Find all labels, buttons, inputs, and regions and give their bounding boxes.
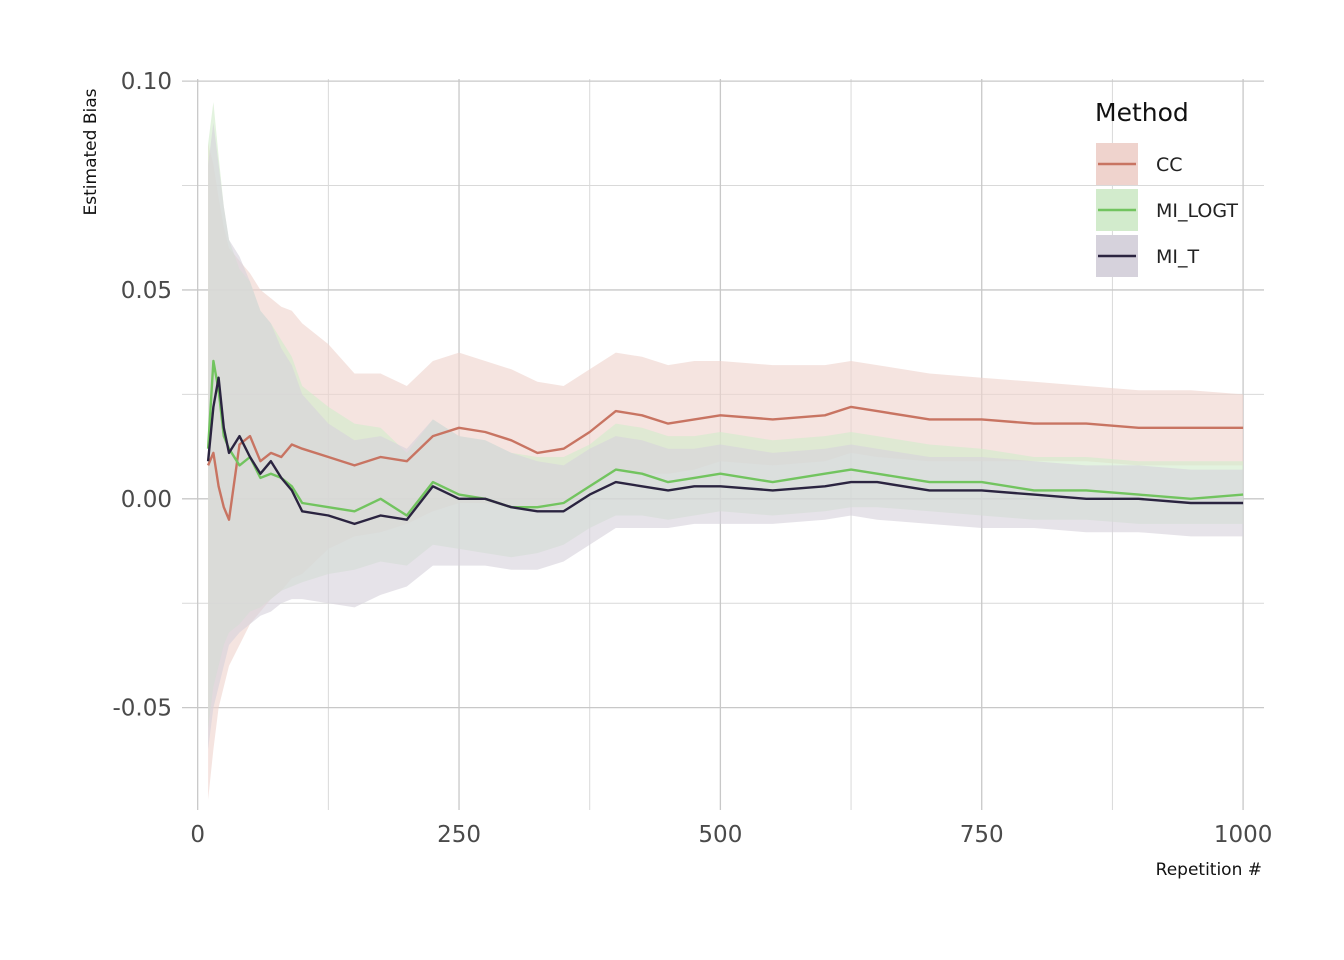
- x-tick-label: 750: [960, 822, 1004, 848]
- x-axis-ticks: 0 250 500 750 1000: [190, 822, 1272, 848]
- series-lines: [206, 359, 1244, 526]
- legend: Method CC MI_LOGT MI_T: [1095, 98, 1238, 277]
- y-tick-label: 0.00: [121, 487, 172, 513]
- x-tick-label: 1000: [1214, 822, 1273, 848]
- legend-key-mi-t: [1096, 235, 1138, 277]
- x-axis-title: Repetition #: [1156, 860, 1262, 880]
- legend-label-cc: CC: [1156, 154, 1183, 176]
- x-tick-label: 0: [190, 822, 205, 848]
- y-axis-ticks: -0.05 0.00 0.05 0.10: [112, 69, 172, 722]
- y-tick-label: -0.05: [112, 696, 172, 722]
- legend-label-mi-t: MI_T: [1156, 246, 1199, 268]
- legend-key-mi-logt: [1096, 189, 1138, 231]
- line-cc: [206, 405, 1244, 521]
- x-tick-label: 500: [698, 822, 742, 848]
- line-mi-t: [206, 376, 1244, 526]
- legend-title: Method: [1095, 98, 1189, 127]
- y-tick-label: 0.05: [121, 278, 172, 304]
- legend-label-mi-logt: MI_LOGT: [1156, 200, 1238, 222]
- x-tick-label: 250: [437, 822, 481, 848]
- legend-key-cc: [1096, 143, 1138, 185]
- y-axis-title: Estimated Bias: [81, 88, 101, 215]
- y-tick-label: 0.10: [121, 69, 172, 95]
- confidence-bands: [208, 102, 1244, 800]
